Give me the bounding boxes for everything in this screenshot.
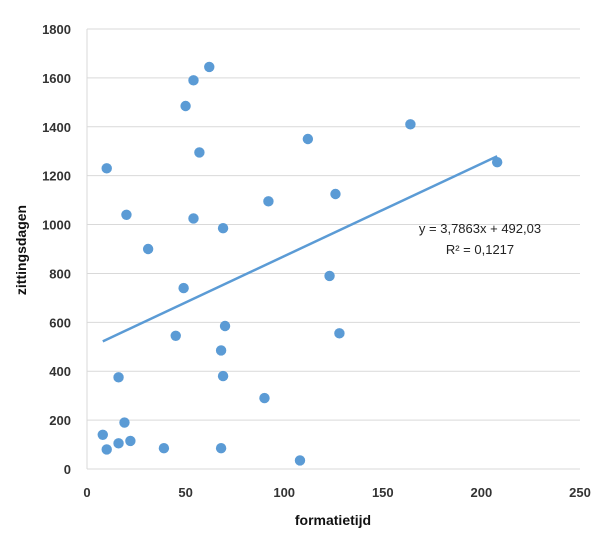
data-point: [97, 429, 108, 440]
data-point: [334, 328, 345, 339]
data-point: [188, 75, 199, 86]
y-axis-label: zittingsdagen: [13, 205, 29, 295]
data-point: [101, 163, 112, 174]
data-point: [259, 392, 270, 404]
data-point: [217, 370, 229, 382]
y-tick-labels: 0 200 400 600 800 1000 1200 1400 1600 1800: [42, 22, 71, 477]
data-point: [113, 438, 124, 449]
data-point: [119, 417, 130, 428]
y-tick-label: 1600: [42, 71, 71, 86]
y-tick-label: 1000: [42, 218, 71, 233]
data-point: [263, 196, 274, 207]
data-point: [491, 157, 503, 168]
data-point: [101, 444, 112, 455]
data-point: [215, 443, 227, 454]
x-axis-label: formatietijd: [295, 512, 371, 528]
r-squared-label: R² = 0,1217: [446, 242, 514, 257]
y-tick-label: 1400: [42, 120, 71, 135]
data-point: [330, 188, 341, 200]
y-tick-label: 0: [64, 462, 71, 477]
data-point: [158, 443, 170, 454]
y-tick-label: 400: [49, 364, 71, 379]
data-point: [121, 209, 132, 220]
linear-trendline: [102, 155, 498, 343]
x-tick-label: 100: [273, 485, 295, 500]
data-point: [324, 270, 335, 282]
y-tick-label: 1800: [42, 22, 71, 37]
data-point: [113, 372, 124, 383]
x-tick-label: 150: [372, 485, 394, 500]
data-point: [194, 147, 205, 158]
x-tick-label: 250: [569, 485, 591, 500]
data-point: [178, 282, 189, 294]
data-point: [215, 345, 227, 356]
data-point: [302, 133, 314, 145]
y-tick-label: 800: [49, 266, 71, 281]
x-tick-label: 50: [178, 485, 192, 500]
data-point: [219, 320, 231, 332]
data-point: [125, 435, 136, 447]
data-point: [180, 100, 191, 112]
data-point: [405, 119, 416, 130]
data-point: [142, 243, 154, 255]
data-point: [204, 61, 215, 73]
x-tick-label: 200: [471, 485, 493, 500]
data-point: [294, 455, 306, 466]
y-tick-label: 200: [49, 413, 71, 428]
data-points: [97, 61, 503, 466]
y-tick-label: 600: [49, 315, 71, 330]
y-tick-label: 1200: [42, 169, 71, 184]
data-point: [188, 213, 199, 224]
data-point: [217, 223, 229, 234]
x-tick-label: 0: [83, 485, 90, 500]
trendline-equation: y = 3,7863x + 492,03: [419, 221, 541, 236]
x-tick-labels: 0 50 100 150 200 250: [83, 485, 590, 500]
data-point: [170, 330, 181, 341]
